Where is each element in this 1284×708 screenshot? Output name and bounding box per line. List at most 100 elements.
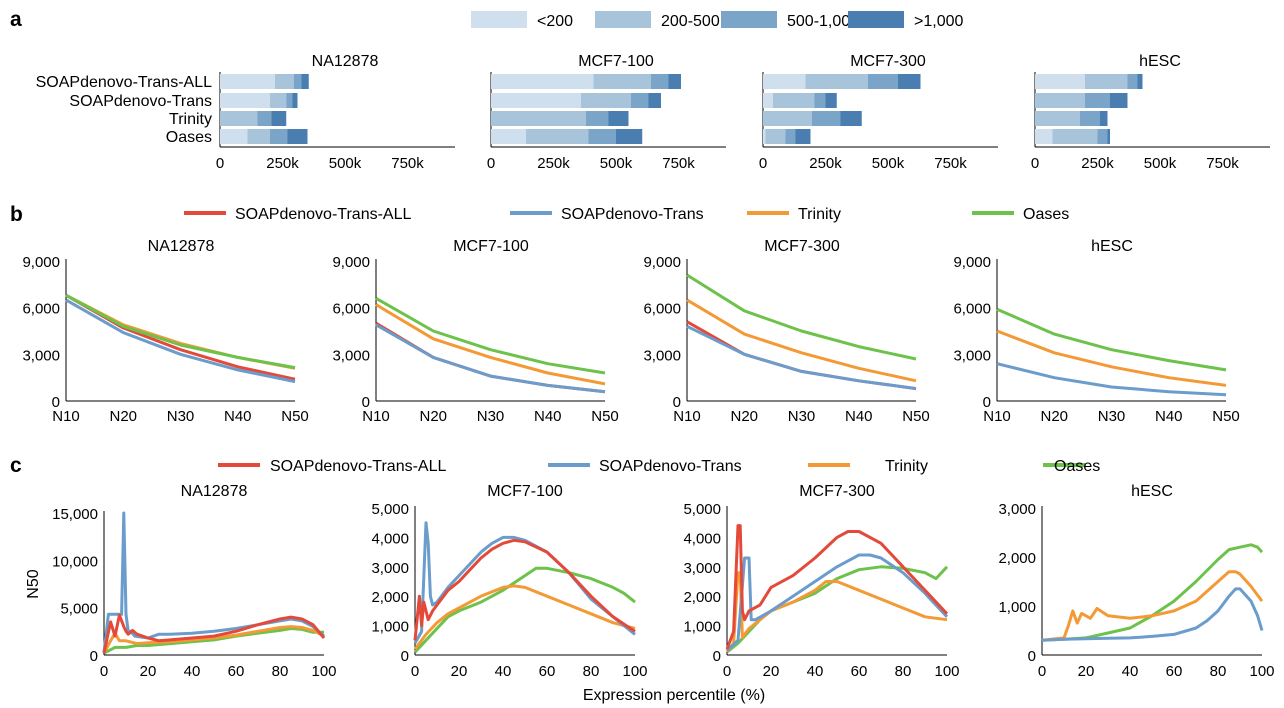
tick-label: N50 bbox=[281, 408, 309, 425]
tick-label: 0 bbox=[487, 155, 495, 172]
panel-letter-c: c bbox=[10, 454, 22, 477]
series-line bbox=[65, 293, 296, 370]
tick-label: 60 bbox=[1166, 663, 1183, 680]
bar-segment bbox=[1085, 93, 1110, 108]
legend-b-label: SOAPdenovo-Trans-ALL bbox=[235, 206, 411, 223]
bar-segment bbox=[220, 111, 258, 126]
bar-segment bbox=[491, 129, 526, 144]
bar-segment bbox=[588, 129, 616, 144]
tick-label: N50 bbox=[1212, 408, 1240, 425]
bar-segment bbox=[840, 111, 862, 126]
series-line bbox=[725, 553, 949, 652]
tick-label: N50 bbox=[591, 408, 619, 425]
bar-segment bbox=[491, 93, 581, 108]
series-line bbox=[103, 627, 324, 655]
bar-segment bbox=[868, 74, 898, 89]
tick-label: 6,000 bbox=[22, 301, 60, 318]
bar-segment bbox=[763, 74, 806, 89]
series-line bbox=[725, 571, 948, 653]
category-label: SOAPdenovo-Trans bbox=[69, 93, 212, 110]
tick-label: 500k bbox=[1144, 155, 1177, 172]
tick-label: 20 bbox=[140, 663, 157, 680]
tick-label: 60 bbox=[228, 663, 245, 680]
tick-label: 80 bbox=[272, 663, 289, 680]
bar-segment bbox=[898, 74, 921, 89]
tick-label: 9,000 bbox=[22, 254, 60, 271]
bar-segment bbox=[220, 74, 275, 89]
bar-segment bbox=[1085, 74, 1128, 89]
tick-label: 100 bbox=[1249, 663, 1274, 680]
category-label: SOAPdenovo-Trans-ALL bbox=[36, 74, 212, 91]
tick-label: 15,000 bbox=[52, 506, 98, 523]
tick-label: 0 bbox=[216, 155, 224, 172]
tick-label: 20 bbox=[763, 663, 780, 680]
tick-label: 750k bbox=[934, 155, 967, 172]
tick-label: 20 bbox=[451, 663, 468, 680]
tick-label: N40 bbox=[845, 408, 873, 425]
bar-segment bbox=[616, 129, 643, 144]
bar-segment bbox=[220, 93, 270, 108]
tick-label: N10 bbox=[673, 408, 701, 425]
tick-label: N20 bbox=[419, 408, 447, 425]
bar-segment bbox=[1035, 129, 1053, 144]
tick-label: 500k bbox=[872, 155, 905, 172]
bar-segment bbox=[275, 74, 294, 89]
tick-label: 0 bbox=[1031, 155, 1039, 172]
tick-label: 60 bbox=[851, 663, 868, 680]
tick-label: 100 bbox=[311, 663, 336, 680]
series-line bbox=[65, 298, 296, 384]
tick-label: 500k bbox=[600, 155, 633, 172]
legend-b-label: Trinity bbox=[798, 206, 841, 223]
tick-label: 5,000 bbox=[371, 501, 409, 518]
bar-segment bbox=[805, 74, 868, 89]
bar-segment bbox=[773, 93, 815, 108]
tick-label: 80 bbox=[895, 663, 912, 680]
series-line bbox=[413, 584, 636, 650]
tick-label: 500k bbox=[329, 155, 362, 172]
tick-label: 0 bbox=[1028, 648, 1036, 665]
bar-segment bbox=[1107, 129, 1110, 144]
bar-segment bbox=[765, 129, 786, 144]
subplot-title: NA12878 bbox=[181, 483, 248, 500]
bar-segment bbox=[1052, 129, 1098, 144]
tick-label: N10 bbox=[362, 408, 390, 425]
bar-segment bbox=[763, 93, 773, 108]
bar-segment bbox=[271, 111, 287, 126]
subplot-title: hESC bbox=[1139, 53, 1181, 70]
tick-label: 40 bbox=[495, 663, 512, 680]
subplot-title: MCF7-300 bbox=[850, 53, 926, 70]
tick-label: 2,000 bbox=[683, 589, 721, 606]
subplot-title: MCF7-300 bbox=[764, 238, 840, 255]
legend-a-label: <200 bbox=[537, 13, 573, 30]
bar-segment bbox=[270, 93, 287, 108]
series-line bbox=[413, 566, 636, 654]
bar-segment bbox=[270, 129, 288, 144]
tick-label: 20 bbox=[1078, 663, 1095, 680]
subplot-title: hESC bbox=[1131, 483, 1173, 500]
tick-label: 0 bbox=[1038, 663, 1046, 680]
tick-label: 80 bbox=[1210, 663, 1227, 680]
legend-c-label: Oases bbox=[1054, 458, 1100, 475]
tick-label: 0 bbox=[52, 394, 60, 411]
legend-b-label: Oases bbox=[1023, 206, 1069, 223]
bar-segment bbox=[247, 129, 270, 144]
bar-segment bbox=[648, 93, 661, 108]
tick-label: 2,000 bbox=[371, 589, 409, 606]
bar-segment bbox=[220, 129, 248, 144]
tick-label: 6,000 bbox=[953, 301, 991, 318]
bar-segment bbox=[1137, 74, 1143, 89]
tick-label: 40 bbox=[1122, 663, 1139, 680]
bar-segment bbox=[1035, 93, 1085, 108]
series-line bbox=[413, 538, 636, 641]
bar-segment bbox=[825, 93, 837, 108]
bar-segment bbox=[763, 129, 766, 144]
tick-label: 750k bbox=[662, 155, 695, 172]
series-line bbox=[996, 362, 1227, 397]
bar-segment bbox=[651, 74, 669, 89]
tick-label: 1,000 bbox=[683, 619, 721, 636]
bar-segment bbox=[593, 74, 651, 89]
tick-label: 0 bbox=[983, 394, 991, 411]
tick-label: 3,000 bbox=[643, 347, 681, 364]
series-line bbox=[996, 329, 1227, 387]
